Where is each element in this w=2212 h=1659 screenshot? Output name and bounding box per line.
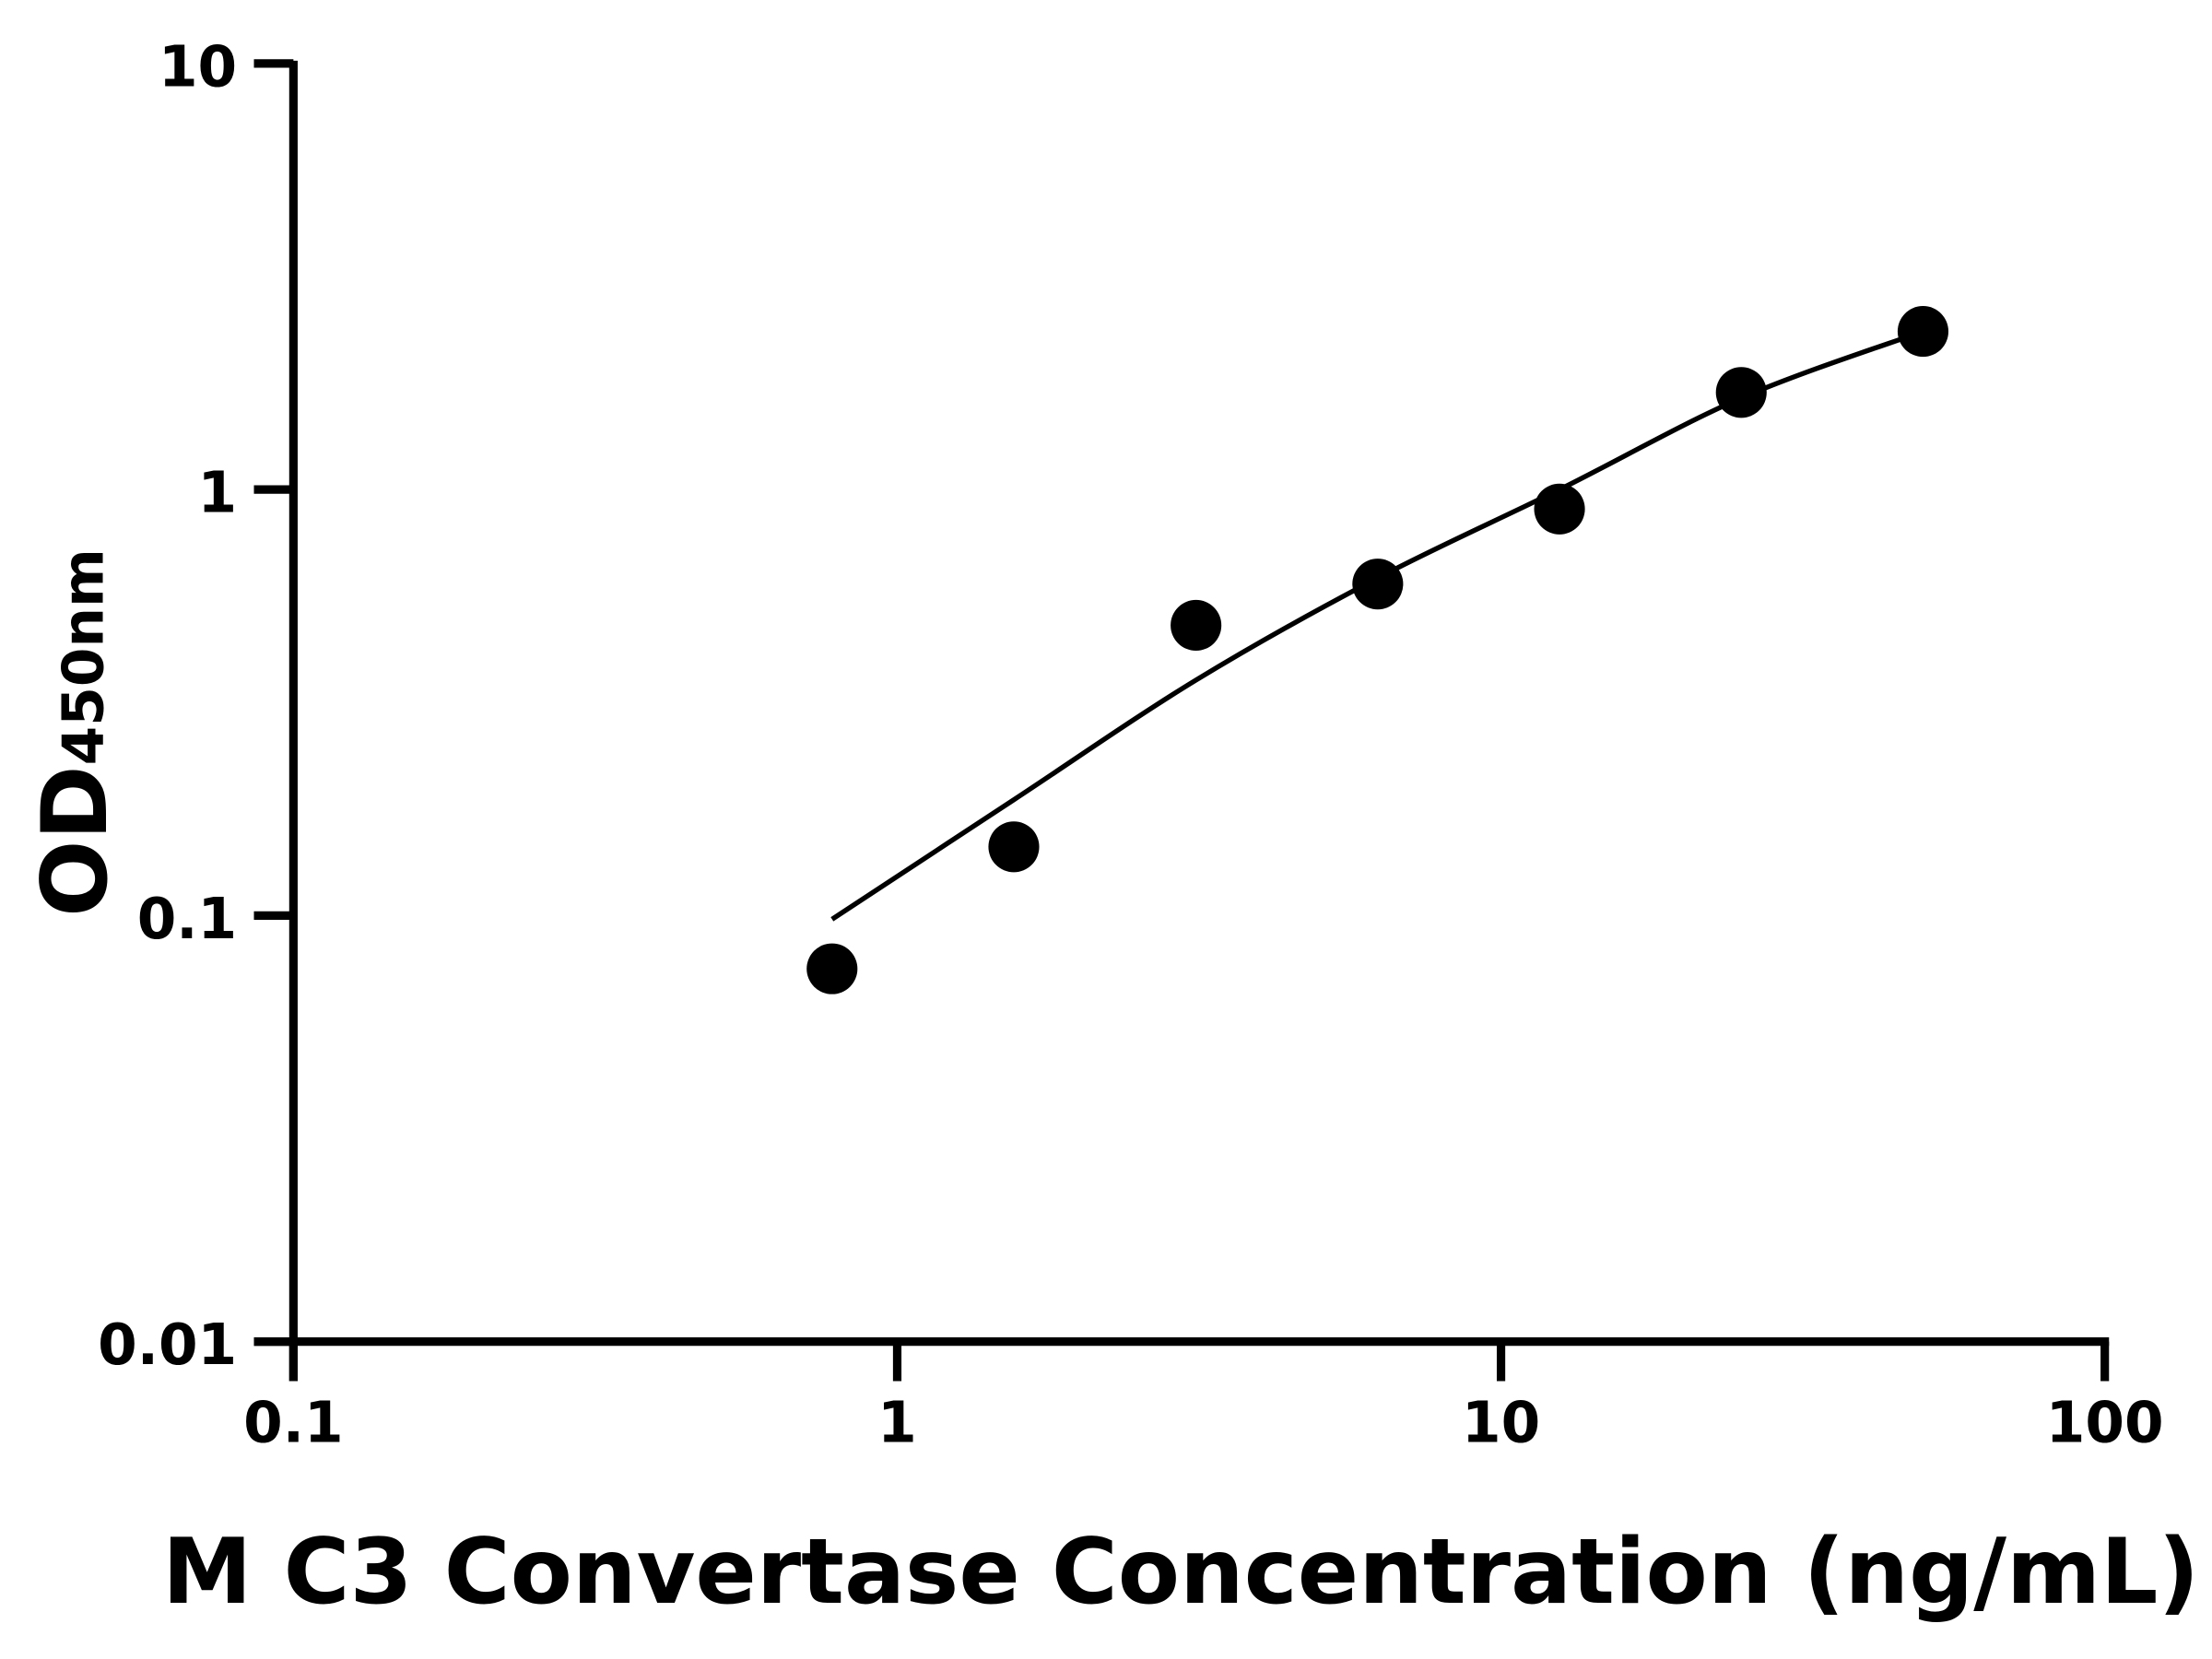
- x-tick-label: 1: [877, 1390, 917, 1455]
- y-tick-label: 0.01: [98, 1312, 237, 1378]
- data-point: [1534, 483, 1585, 535]
- y-axis-label-subscript: 450nm: [52, 548, 117, 765]
- data-point: [1897, 306, 1949, 358]
- data-point: [806, 943, 858, 994]
- x-axis-label: M C3 Convertase Concentration (ng/mL): [162, 1520, 2199, 1625]
- y-tick-label: 0.1: [137, 887, 237, 952]
- x-tick-label: 10: [1462, 1390, 1540, 1455]
- y-axis-label: OD450nm: [23, 548, 128, 917]
- data-point: [1171, 599, 1222, 652]
- y-tick-label: 1: [198, 461, 238, 526]
- y-axis-label-main: OD: [23, 765, 128, 917]
- data-point: [988, 821, 1040, 873]
- y-tick-label: 10: [159, 34, 237, 100]
- data-point: [1715, 367, 1767, 418]
- x-tick-label: 100: [2046, 1390, 2164, 1455]
- data-point: [1352, 559, 1404, 610]
- x-tick-label: 0.1: [243, 1390, 343, 1455]
